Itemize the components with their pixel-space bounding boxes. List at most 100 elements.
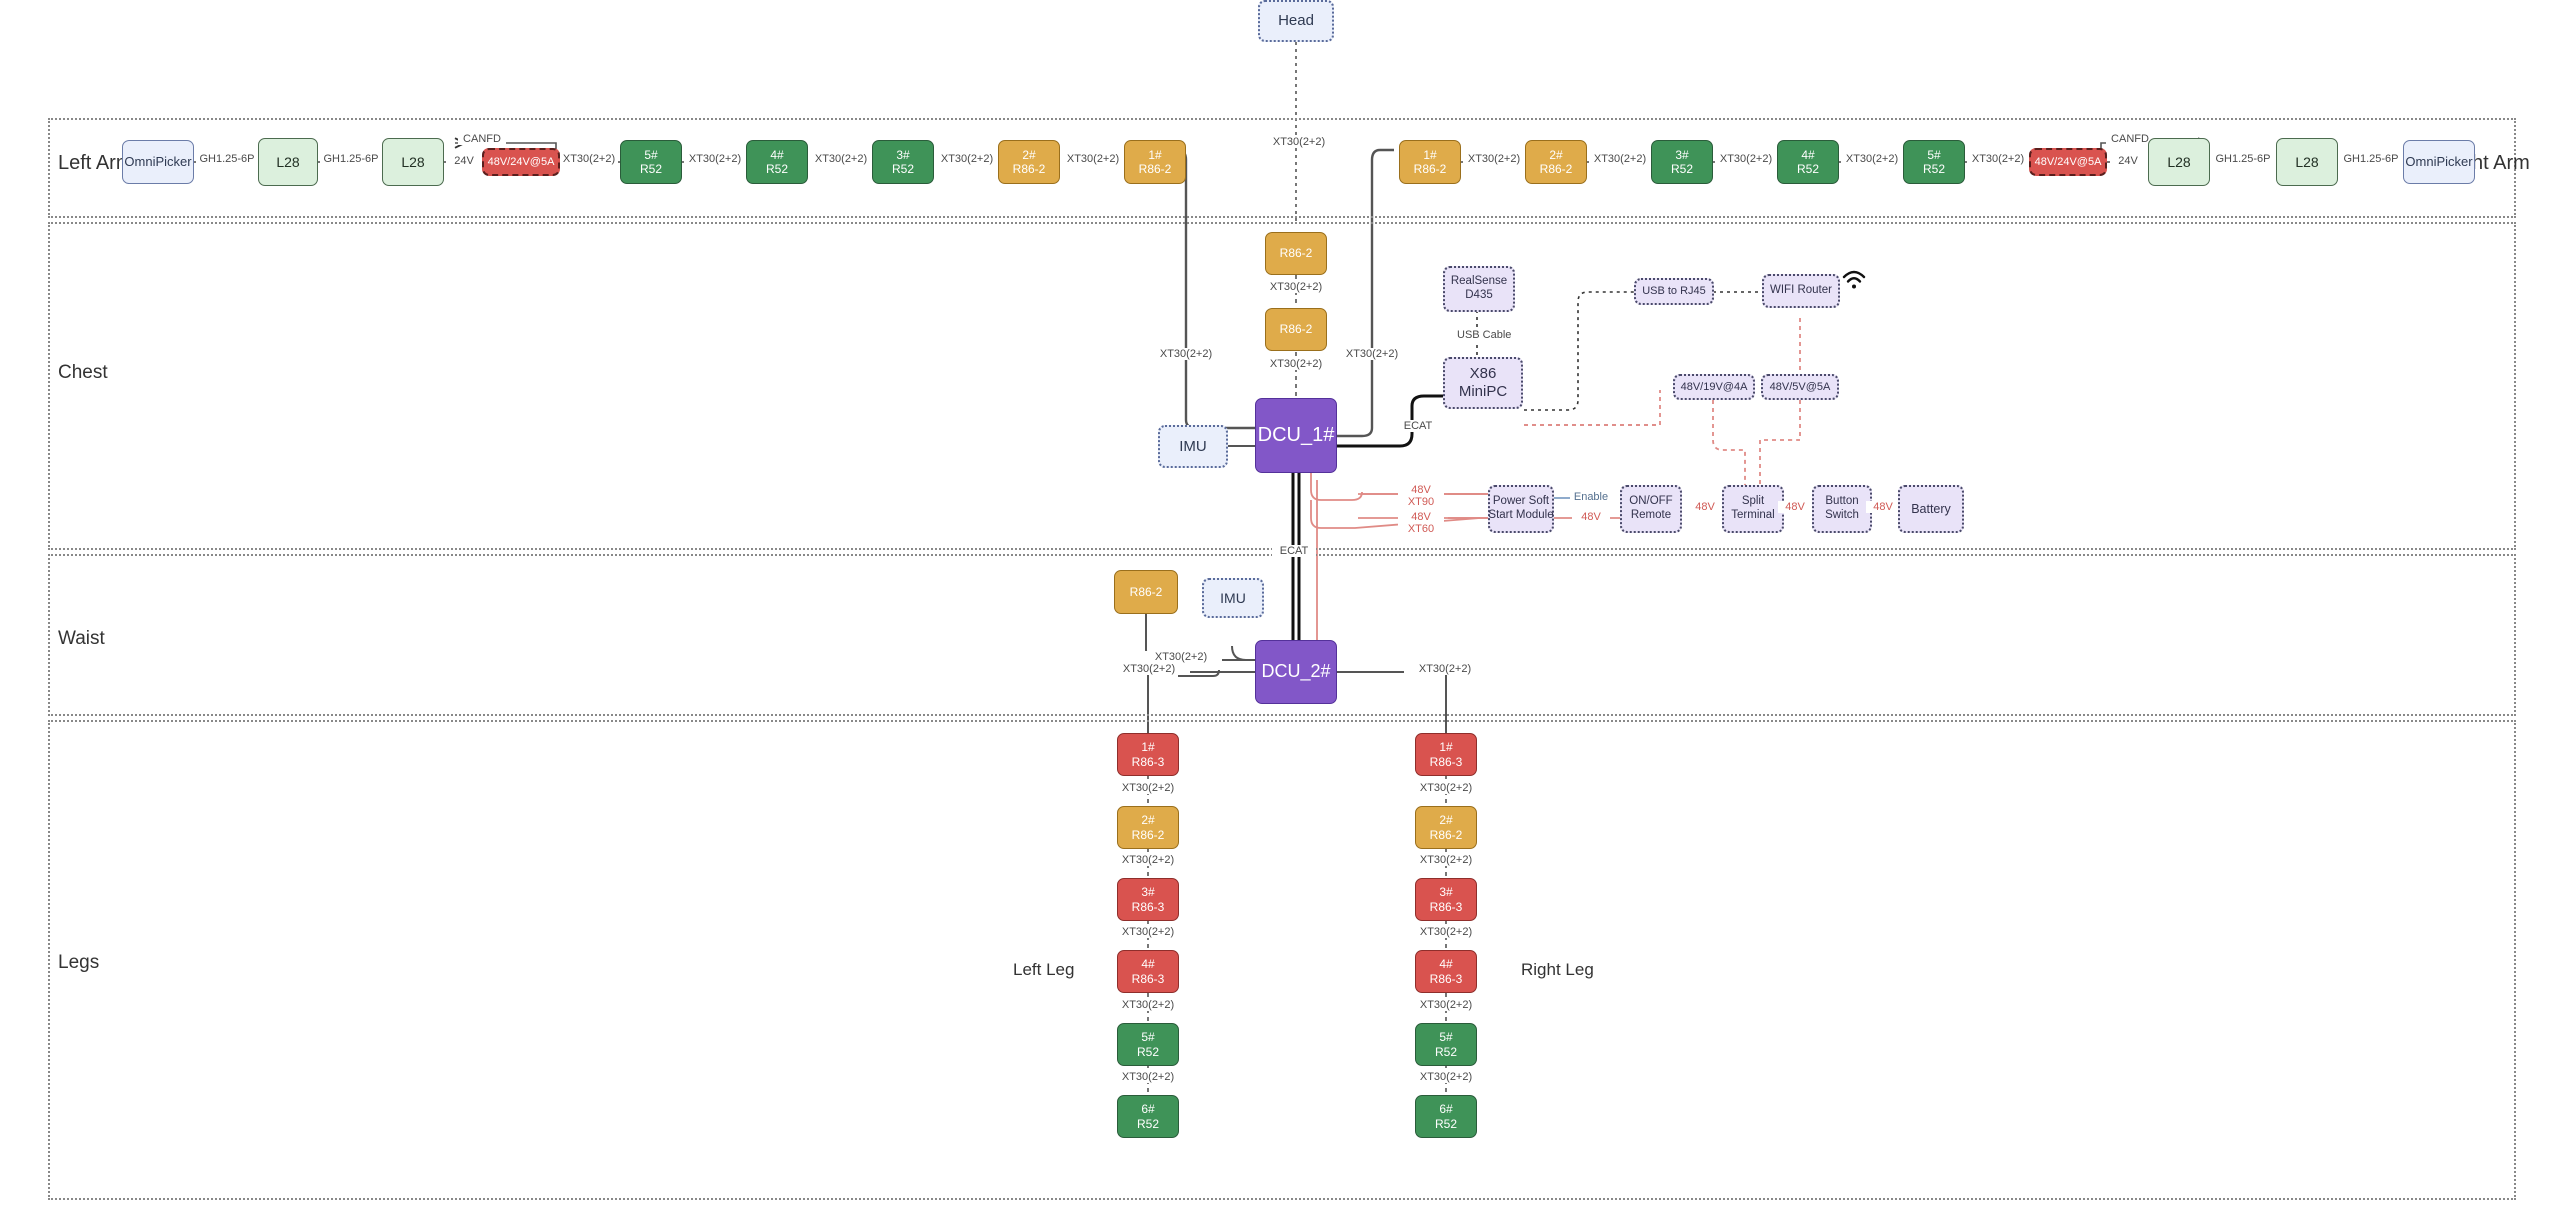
node-label-top: 2# <box>1022 147 1036 162</box>
node-left-arm-l28-b[interactable]: L28 <box>382 138 444 186</box>
node-right-arm-dcdc[interactable]: 48V/24V@5A <box>2029 148 2107 176</box>
node-left-arm-omnipicker[interactable]: OmniPicker <box>122 140 194 184</box>
node-label-bottom: R52 <box>1136 1044 1159 1059</box>
node-right-leg-joint-6[interactable]: 6# R52 <box>1415 1095 1477 1138</box>
node-right-arm-joint-2[interactable]: 2# R86-2 <box>1525 140 1587 184</box>
edge-right-leg-4: XT30(2+2) <box>1405 1071 1487 1083</box>
node-label-bottom: R52 <box>1136 1116 1159 1131</box>
edge-right-arm-to-dcu: XT30(2+2) <box>1330 348 1414 360</box>
node-left-arm-joint-2[interactable]: 2# R86-2 <box>998 140 1060 184</box>
node-right-arm-joint-4[interactable]: 4# R52 <box>1777 140 1839 184</box>
node-label-top: 5# <box>1141 1030 1155 1045</box>
node-right-leg-joint-4[interactable]: 4# R86-3 <box>1415 950 1477 993</box>
edge-ecat-chest: ECAT <box>1396 420 1440 432</box>
label-left-leg: Left Leg <box>1013 960 1075 979</box>
node-right-arm-omnipicker[interactable]: OmniPicker <box>2403 140 2475 184</box>
edge-left-leg-2: XT30(2+2) <box>1107 926 1189 938</box>
node-label-bottom: R52 <box>1434 1044 1457 1059</box>
node-right-arm-l28-a[interactable]: L28 <box>2148 138 2210 186</box>
node-label-bottom: R86-3 <box>1131 754 1165 769</box>
node-waist-imu[interactable]: IMU <box>1202 578 1264 618</box>
node-label-top: 1# <box>1439 740 1453 755</box>
node-label-bottom: R52 <box>1434 1116 1457 1131</box>
node-label-top: 1# <box>1141 740 1155 755</box>
node-label: IMU <box>1179 437 1207 455</box>
node-neck-r86-upper[interactable]: R86-2 <box>1265 232 1327 275</box>
node-split-terminal[interactable]: Split Terminal <box>1722 485 1784 533</box>
node-converter-5v[interactable]: 48V/5V@5A <box>1761 374 1839 400</box>
node-label-bottom: R52 <box>639 162 662 176</box>
node-right-arm-joint-3[interactable]: 3# R52 <box>1651 140 1713 184</box>
node-realsense-d435[interactable]: RealSense D435 <box>1443 266 1515 312</box>
node-right-leg-joint-2[interactable]: 2# R86-2 <box>1415 806 1477 849</box>
node-left-arm-joint-1[interactable]: 1# R86-2 <box>1124 140 1186 184</box>
node-button-switch[interactable]: Button Switch <box>1812 485 1872 533</box>
node-label-top: 1# <box>1423 147 1437 162</box>
node-onoff-remote[interactable]: ON/OFF Remote <box>1620 485 1682 533</box>
node-label: USB to RJ45 <box>1642 285 1706 298</box>
node-left-leg-joint-6[interactable]: 6# R52 <box>1117 1095 1179 1138</box>
node-label-top: 3# <box>1675 147 1689 162</box>
node-right-arm-joint-5[interactable]: 5# R52 <box>1903 140 1965 184</box>
edge-left-arm-2: 24V <box>446 155 482 167</box>
node-left-arm-joint-4[interactable]: 4# R52 <box>746 140 808 184</box>
node-label: 48V/24V@5A <box>2034 155 2102 168</box>
node-converter-19v[interactable]: 48V/19V@4A <box>1673 374 1755 400</box>
node-right-leg-joint-1[interactable]: 1# R86-3 <box>1415 733 1477 776</box>
edge-right-leg-2: XT30(2+2) <box>1405 926 1487 938</box>
node-label-top: 3# <box>1439 885 1453 900</box>
rail-label-xt60: 48V XT60 <box>1398 511 1444 535</box>
node-left-leg-joint-1[interactable]: 1# R86-3 <box>1117 733 1179 776</box>
node-battery[interactable]: Battery <box>1898 485 1964 533</box>
node-label-bottom: R52 <box>1670 162 1693 176</box>
node-label: IMU <box>1220 589 1246 606</box>
edge-right-arm-3: XT30(2+2) <box>1841 153 1903 165</box>
node-left-arm-joint-3[interactable]: 3# R52 <box>872 140 934 184</box>
node-left-arm-dcdc[interactable]: 48V/24V@5A <box>482 148 560 176</box>
edge-left-arm-5: XT30(2+2) <box>810 153 872 165</box>
node-label-bottom: R86-2 <box>1429 827 1463 842</box>
edge-ecat-waist: ECAT <box>1272 545 1316 557</box>
node-label: OmniPicker <box>124 154 192 170</box>
rail-xt60-volt: 48V <box>1411 511 1431 523</box>
node-wifi-router[interactable]: WIFI Router <box>1762 274 1840 308</box>
node-label-top: Button <box>1825 495 1859 508</box>
node-chest-imu[interactable]: IMU <box>1158 425 1228 468</box>
node-label-bottom: R86-3 <box>1429 899 1463 914</box>
node-dcu-2[interactable]: DCU_2# <box>1255 640 1337 704</box>
node-label: 48V/19V@4A <box>1680 380 1748 393</box>
node-power-soft-start[interactable]: Power Soft Start Module <box>1488 485 1554 533</box>
node-dcu-1[interactable]: DCU_1# <box>1255 398 1337 473</box>
node-label-top: 5# <box>644 147 658 162</box>
node-left-leg-joint-4[interactable]: 4# R86-3 <box>1117 950 1179 993</box>
edge-waist-left: XT30(2+2) <box>1108 663 1190 675</box>
node-head[interactable]: Head <box>1258 0 1334 42</box>
node-label-top: RealSense <box>1450 275 1508 288</box>
edge-right-arm-2: XT30(2+2) <box>1715 153 1777 165</box>
node-left-arm-joint-5[interactable]: 5# R52 <box>620 140 682 184</box>
node-x86-minipc[interactable]: X86 MiniPC <box>1443 357 1523 409</box>
node-label-bottom: R86-2 <box>1138 162 1172 176</box>
node-label: 48V/24V@5A <box>487 155 555 168</box>
node-label-bottom: R52 <box>1796 162 1819 176</box>
node-label: Battery <box>1911 501 1951 516</box>
node-usb-to-rj45[interactable]: USB to RJ45 <box>1634 278 1714 305</box>
section-legs <box>48 720 2516 1200</box>
node-left-leg-joint-2[interactable]: 2# R86-2 <box>1117 806 1179 849</box>
node-right-leg-joint-5[interactable]: 5# R52 <box>1415 1023 1477 1066</box>
edge-left-arm-1: GH1.25-6P <box>320 153 382 165</box>
node-label-bottom: Remote <box>1630 509 1672 521</box>
node-right-leg-joint-3[interactable]: 3# R86-3 <box>1415 878 1477 921</box>
node-waist-r86[interactable]: R86-2 <box>1114 570 1178 614</box>
node-neck-r86-lower[interactable]: R86-2 <box>1265 308 1327 351</box>
node-label: R86-2 <box>1279 322 1313 337</box>
node-left-arm-l28-a[interactable]: L28 <box>258 138 318 186</box>
node-left-leg-joint-3[interactable]: 3# R86-3 <box>1117 878 1179 921</box>
node-label-bottom: R86-3 <box>1429 971 1463 986</box>
rail-xt90-volt: 48V <box>1411 484 1431 496</box>
node-right-arm-joint-1[interactable]: 1# R86-2 <box>1399 140 1461 184</box>
node-left-leg-joint-5[interactable]: 5# R52 <box>1117 1023 1179 1066</box>
node-right-arm-l28-b[interactable]: L28 <box>2276 138 2338 186</box>
edge-usb-cable: USB Cable <box>1455 329 1512 341</box>
